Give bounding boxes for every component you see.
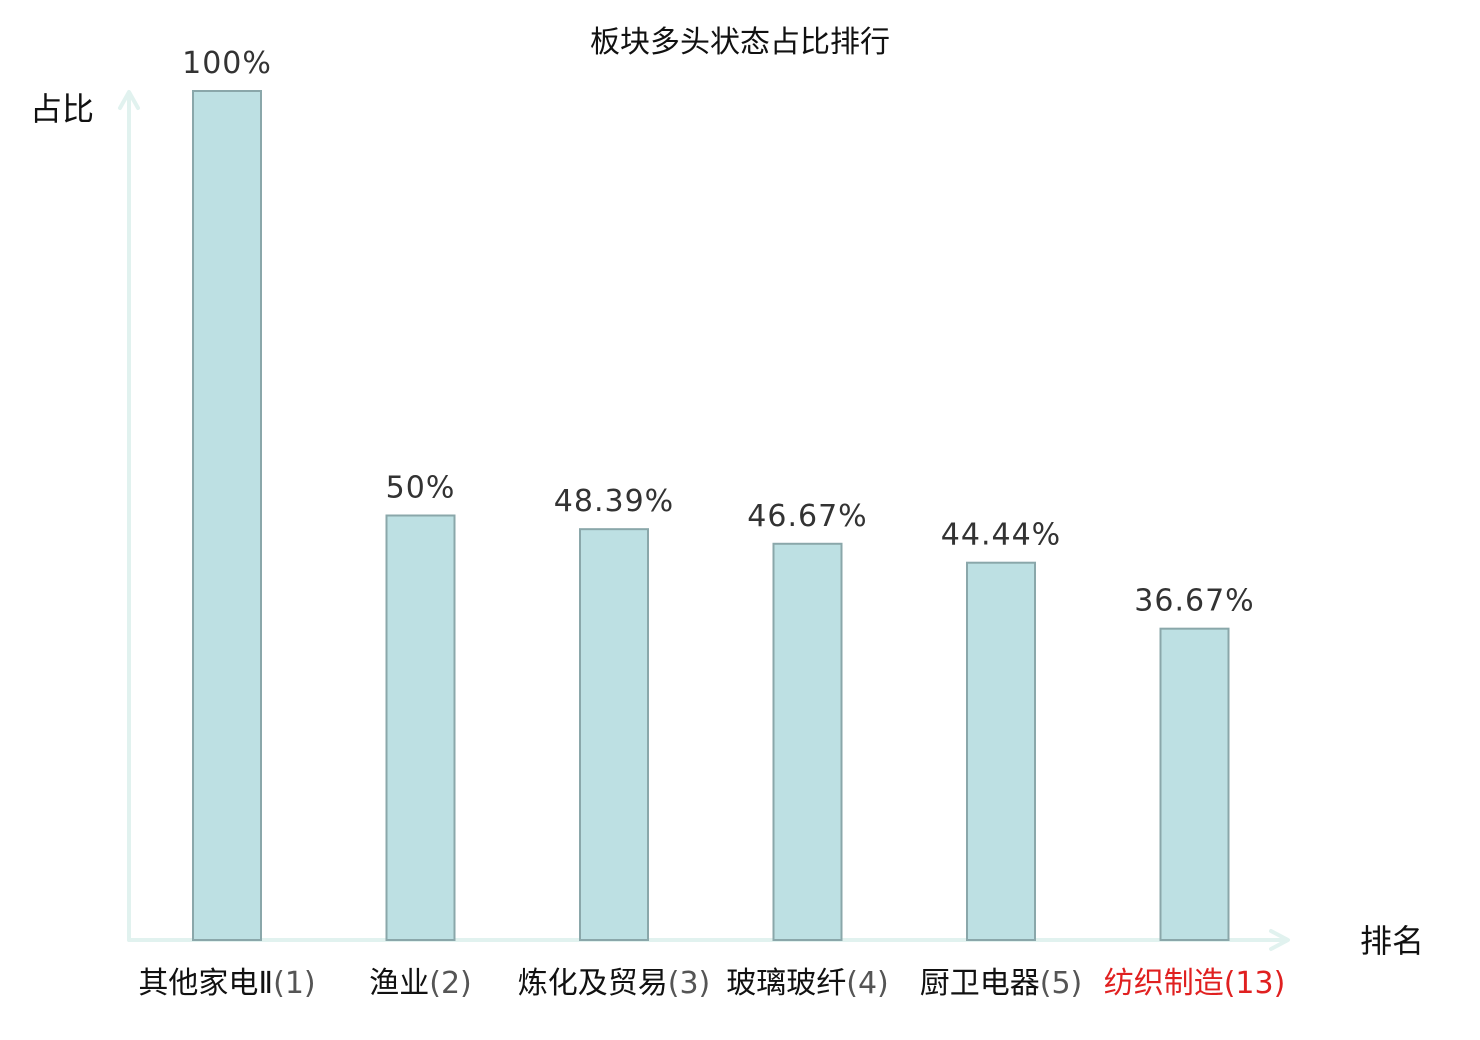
x-tick-label-line: 玻璃玻纤 [726,966,846,1001]
bar [966,561,1036,941]
x-tick-label: 纺织制造(13) [1104,966,1286,1001]
bar-value-label: 46.67% [747,499,867,534]
x-tick-rank: (5) [1040,966,1083,1001]
category-labels-group: 其他家电Ⅱ(1) 渔业(2) 炼化及贸易(3) 玻璃玻纤(4) 厨卫电器(5) 纺织制造(… [138,966,1285,1001]
x-axis-title: 排名 [1360,922,1424,960]
bar-value-label: 100% [182,46,272,81]
bar [385,514,456,941]
x-tick-label: 厨卫电器(5) [920,966,1083,1001]
x-tick-rank: (2) [429,966,472,1001]
x-tick-rank: (1) [273,966,316,1001]
bar-value-label: 44.44% [941,518,1061,553]
y-axis-arrow-icon [118,90,140,110]
x-tick-rank: (4) [846,966,889,1001]
x-tick-rank: (13) [1224,966,1286,1001]
x-tick-label: 玻璃玻纤(4) [726,966,889,1001]
axes [118,90,1290,951]
x-axis-arrow-icon [1269,929,1290,951]
x-tick-label-line: 其他家电Ⅱ [138,966,273,1001]
x-tick-label: 其他家电Ⅱ(1) [138,966,315,1001]
bar [772,542,843,942]
x-tick-label: 渔业(2) [369,966,472,1001]
bars-group [192,90,1230,942]
bar [579,528,649,941]
x-tick-label-line: 纺织制造 [1104,966,1224,1001]
x-tick-label: 炼化及贸易(3) [518,966,711,1001]
chart-title: 板块多头状态占比排行 [590,25,890,60]
bar [192,90,262,941]
bar-value-label: 36.67% [1134,584,1254,619]
y-axis-title: 占比 [30,90,94,128]
value-labels-group: 100% 50% 48.39% 46.67% 44.44% 36.67% [182,46,1254,619]
bar-value-label: 50% [386,471,456,506]
x-tick-label-line: 炼化及贸易 [518,966,668,1001]
bar-value-label: 48.39% [554,484,674,519]
bar [1159,627,1230,941]
x-tick-rank: (3) [668,966,711,1001]
x-tick-label-line: 渔业 [369,966,429,1001]
x-tick-label-line: 厨卫电器 [920,966,1040,1001]
